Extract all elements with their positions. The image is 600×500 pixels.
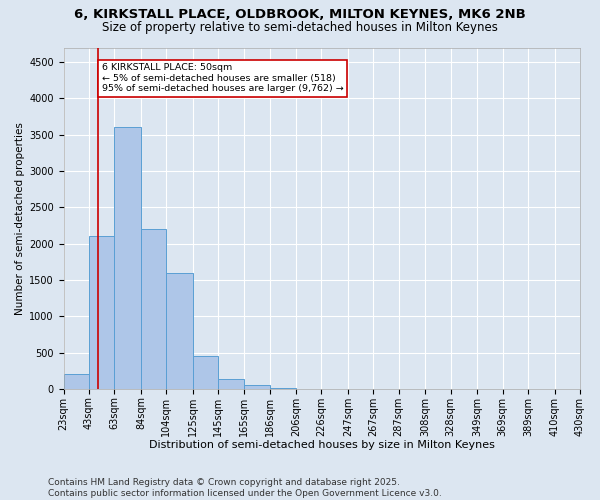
Text: 6, KIRKSTALL PLACE, OLDBROOK, MILTON KEYNES, MK6 2NB: 6, KIRKSTALL PLACE, OLDBROOK, MILTON KEY… (74, 8, 526, 20)
Bar (89, 236, 115, 389)
Text: 6 KIRKSTALL PLACE: 50sqm
← 5% of semi-detached houses are smaller (518)
95% of s: 6 KIRKSTALL PLACE: 50sqm ← 5% of semi-de… (101, 64, 343, 94)
Text: Size of property relative to semi-detached houses in Milton Keynes: Size of property relative to semi-detach… (102, 21, 498, 34)
Y-axis label: Number of semi-detached properties: Number of semi-detached properties (15, 122, 25, 314)
Bar (244, 385, 271, 389)
Bar (64, 374, 89, 389)
Bar (193, 356, 218, 389)
Bar (218, 380, 244, 389)
Bar (141, 229, 166, 389)
Bar (115, 128, 141, 389)
Bar (166, 272, 193, 389)
Text: Contains HM Land Registry data © Crown copyright and database right 2025.
Contai: Contains HM Land Registry data © Crown c… (48, 478, 442, 498)
X-axis label: Distribution of semi-detached houses by size in Milton Keynes: Distribution of semi-detached houses by … (149, 440, 495, 450)
